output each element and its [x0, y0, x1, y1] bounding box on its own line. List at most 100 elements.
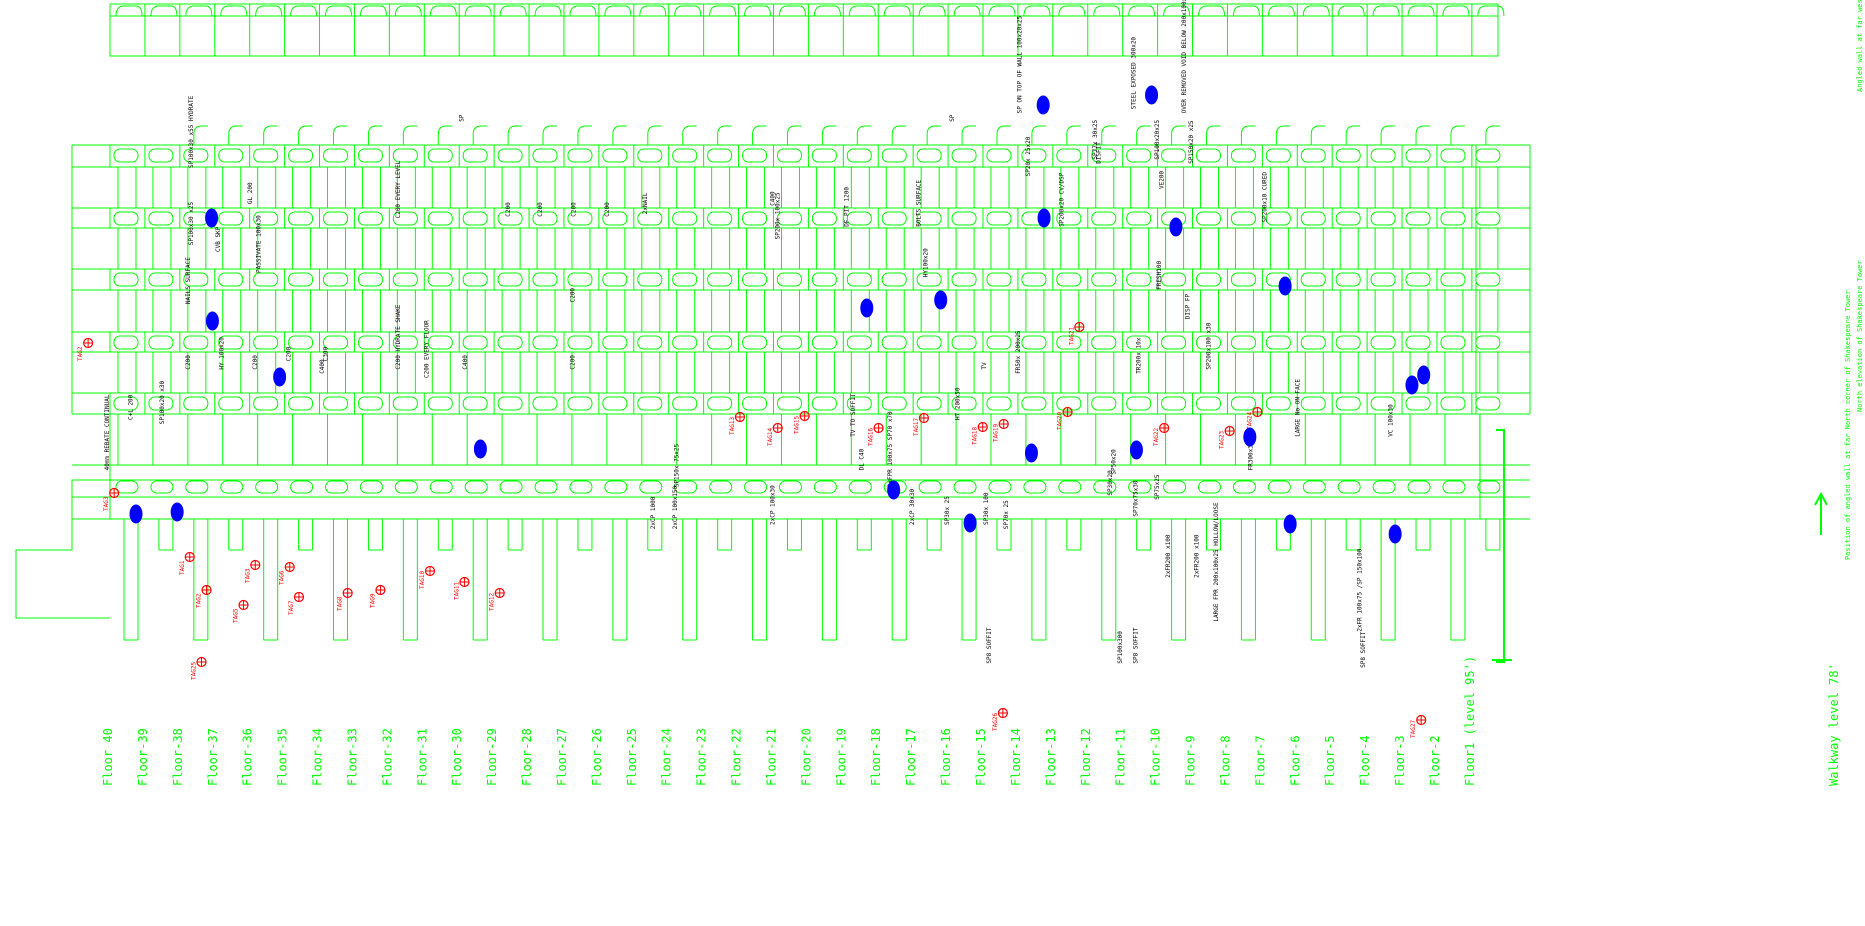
slot-outline	[357, 272, 383, 287]
walkway-slot	[1128, 480, 1152, 494]
marker-ellipse-icon	[1169, 217, 1183, 237]
parapet-arch	[883, 5, 911, 17]
slot-outline	[1300, 148, 1326, 163]
walkway-label: Walkway level 78'	[1827, 663, 1841, 786]
slot-outline	[183, 272, 209, 287]
slot-outline	[357, 335, 383, 350]
hook-detail	[1066, 125, 1081, 145]
hook-detail	[263, 125, 278, 145]
slot-outline	[567, 396, 593, 411]
slot-outline	[951, 211, 977, 226]
slot-outline	[776, 396, 802, 411]
tag-label: TAG13	[729, 417, 736, 435]
drawing-note: FR50x 200x25	[1015, 330, 1022, 374]
floor-label: Floor-3	[1393, 735, 1407, 786]
slot-outline	[637, 272, 663, 287]
slot-outline	[1091, 396, 1117, 411]
hook-detail	[786, 125, 802, 145]
marker-ellipse-icon	[1283, 514, 1297, 534]
tag-marker: TAG13	[729, 411, 746, 435]
slot-outline	[288, 211, 314, 226]
parapet-arch	[394, 5, 422, 17]
drawing-note: C200 HYDRATE SHAKE	[395, 304, 402, 369]
drawing-note: C200	[185, 355, 192, 370]
tag-label: TAG14	[767, 428, 774, 446]
slot-outline	[1021, 272, 1047, 287]
slot-outline	[1021, 148, 1047, 163]
drawing-note: SP200x100 x30	[1205, 322, 1212, 369]
slot-outline	[1440, 272, 1466, 287]
walkway-slot	[115, 480, 139, 494]
slot-outline	[1370, 396, 1396, 411]
floor-label: Floor-35	[276, 728, 290, 786]
walkway-slot	[359, 480, 383, 494]
slot-outline	[357, 396, 383, 411]
floor-label: Floor-29	[485, 728, 499, 786]
slot-outline	[218, 272, 244, 287]
slot-outline	[148, 272, 174, 287]
slot-outline	[497, 148, 523, 163]
slot-outline	[846, 211, 872, 226]
drawing-note: 2xCP 100x150	[672, 485, 679, 529]
hook-detail	[542, 125, 558, 145]
marker-ellipse-icon	[1388, 524, 1402, 544]
floor-label: Floor-39	[136, 728, 150, 786]
hook-detail	[1485, 125, 1500, 145]
slot-outline	[427, 211, 453, 226]
slot-outline	[1440, 396, 1466, 411]
slot-outline	[1265, 148, 1291, 163]
slot-outline	[1126, 272, 1152, 287]
slot-outline	[986, 148, 1012, 163]
slot-outline	[253, 211, 279, 226]
walkway-slot	[499, 480, 523, 494]
slot-outline	[1405, 148, 1431, 163]
floor-label: Floor-5	[1323, 735, 1337, 786]
drawing-note: SP30x20	[1107, 470, 1114, 496]
floor-label: Floor-22	[730, 728, 744, 786]
side-notes: Angled wall at far west corner of Shakes…	[1844, 0, 1864, 560]
slot-outline	[707, 148, 733, 163]
floor-label: Floor-31	[415, 728, 429, 786]
slot-outline	[1230, 396, 1256, 411]
slot-outline	[1440, 335, 1466, 350]
slot-outline	[323, 211, 349, 226]
hook-detail	[1415, 125, 1431, 145]
tag-marker: TAG7	[288, 591, 305, 615]
parapet-arch	[1302, 5, 1330, 17]
tag-marker: TAG1	[179, 551, 195, 575]
walkway-slot	[429, 480, 453, 494]
marker-ellipse-icon	[205, 311, 219, 331]
marker-ellipse-icon	[887, 480, 901, 500]
slot-outline	[637, 335, 663, 350]
tag-marker: TAG24	[1246, 406, 1263, 430]
walkway-slot	[569, 480, 593, 494]
drawing-note: 2xFR200 x100	[1165, 534, 1172, 578]
slot-outline	[1161, 148, 1187, 163]
slot-outline	[1405, 211, 1431, 226]
hook-detail	[682, 125, 697, 145]
slot-outline	[846, 396, 872, 411]
parapet-arch	[813, 5, 841, 17]
slot-outline	[113, 396, 139, 411]
slot-outline	[1161, 396, 1187, 411]
walkway-slot	[1337, 480, 1361, 494]
slot-outline	[672, 148, 698, 163]
parapet-arch	[1442, 5, 1470, 17]
slot-outline	[811, 396, 837, 411]
side-note-middle: North elevation of Shakespeare Tower	[1856, 260, 1864, 412]
hook-detail	[1240, 125, 1256, 145]
slot-outline	[1126, 335, 1152, 350]
walkway-slot	[1267, 480, 1291, 494]
tag-label: TAG16	[868, 428, 875, 446]
tag-marker: TAG22	[1153, 422, 1170, 446]
slot-outline	[1196, 272, 1222, 287]
hook-detail	[961, 125, 977, 145]
drawing-note: HY 100x20	[218, 337, 225, 370]
slot-outline	[672, 211, 698, 226]
slot-outline	[427, 335, 453, 350]
hook-detail	[1206, 125, 1221, 145]
drawing-note: SP100x30 x55 HYDRATE	[188, 95, 195, 168]
tag-marker: TAG16	[868, 422, 884, 446]
slot-outline	[986, 211, 1012, 226]
marker-ellipse-icon	[205, 208, 219, 228]
